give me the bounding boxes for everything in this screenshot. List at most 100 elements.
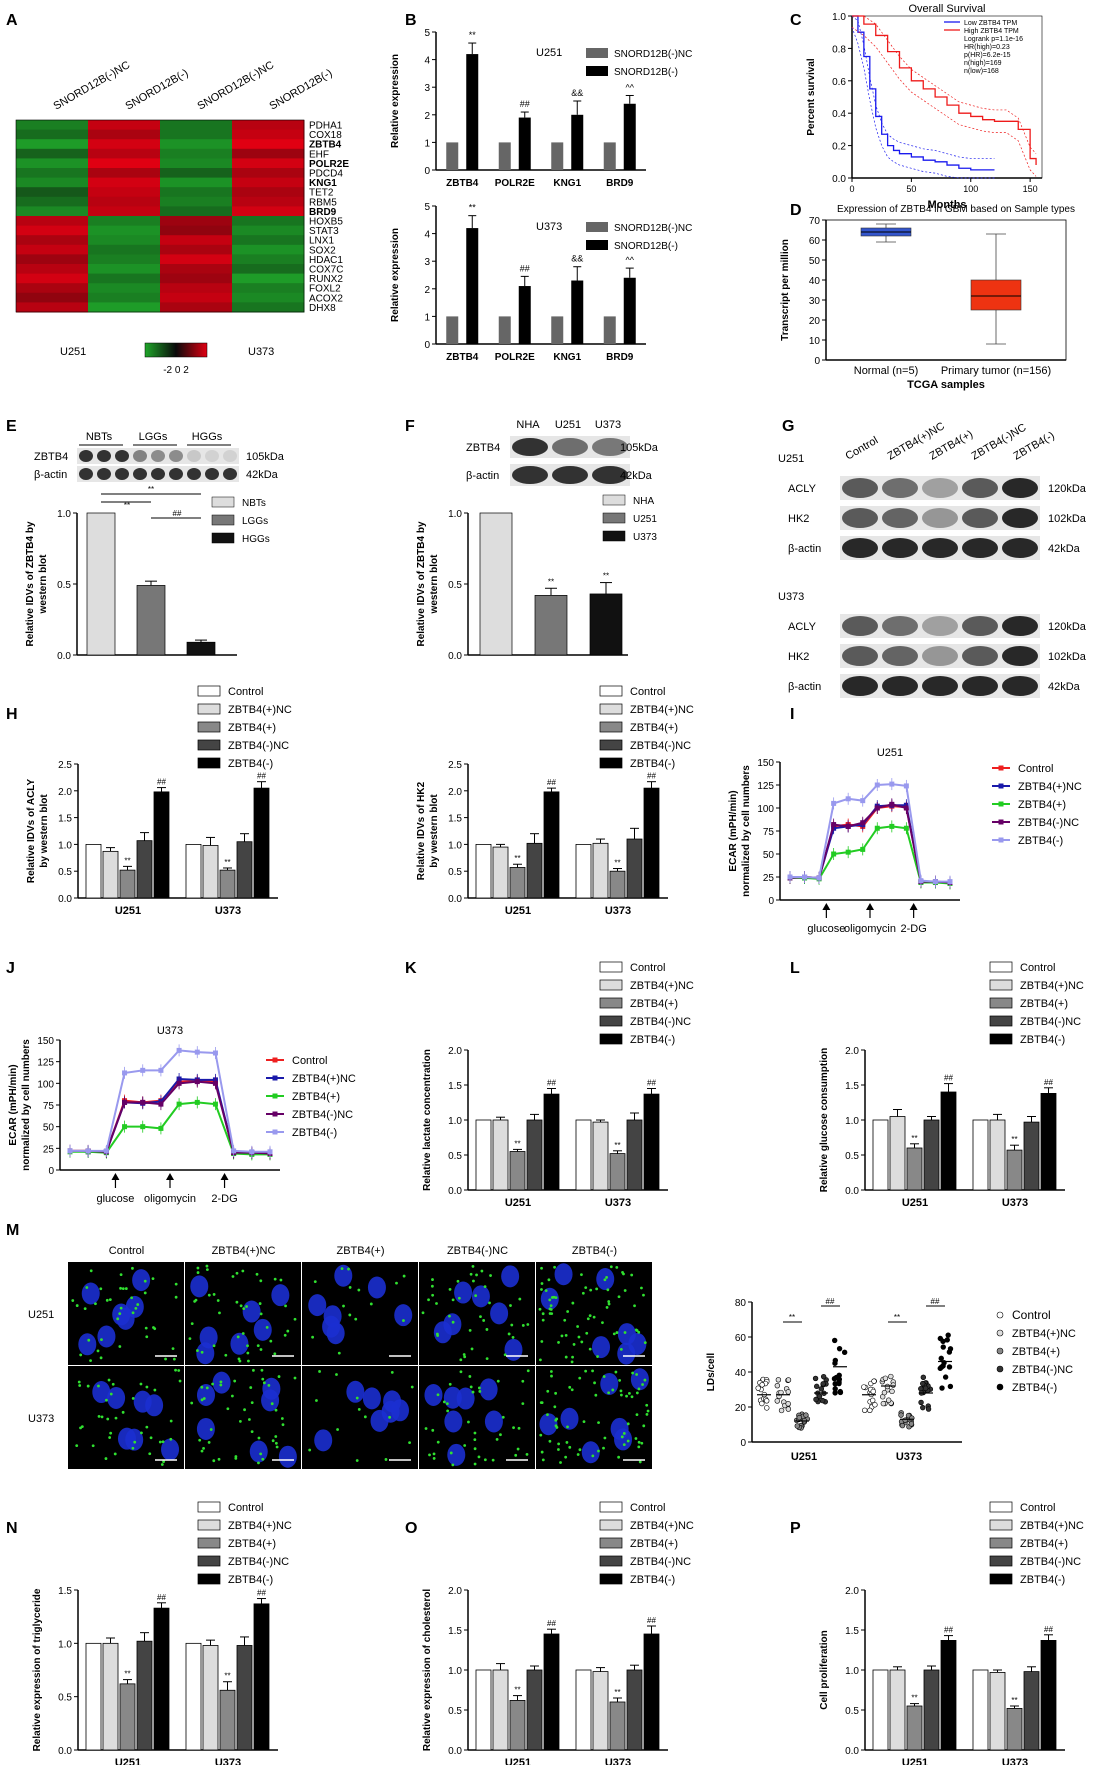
microscopy-lipid-droplet — [448, 1314, 451, 1318]
blot-F-size-label: 42kDa — [620, 470, 653, 482]
microscopy-lipid-droplet — [622, 1443, 626, 1447]
microscopy-lipid-droplet — [510, 1323, 514, 1327]
microscopy-lipid-droplet — [260, 1368, 264, 1372]
chart-P-y-tick-label: 0.0 — [845, 1746, 859, 1757]
microscopy-lipid-droplet — [603, 1436, 607, 1440]
chart-M-data-point — [937, 1335, 944, 1342]
chart-N-bar — [253, 1603, 270, 1751]
microscopy-lipid-droplet — [442, 1400, 446, 1404]
chart-J-legend-label: ZBTB4(+) — [292, 1091, 340, 1103]
chart-M-legend-marker — [996, 1383, 1004, 1391]
microscopy-lipid-droplet — [596, 1355, 599, 1358]
chart-F-y-axis-label: western blot — [429, 554, 440, 615]
chart-N-legend-label: ZBTB4(+)NC — [228, 1520, 292, 1532]
microscopy-lipid-droplet — [499, 1433, 502, 1437]
chart-B1-y-tick-label: 3 — [424, 83, 430, 94]
chart-H1-y-tick-label: 1.5 — [58, 814, 72, 825]
heatmap-cell — [88, 120, 161, 131]
heatmap-gene-label: HOXB5 — [309, 217, 343, 228]
microscopy-lipid-droplet — [427, 1298, 430, 1302]
microscopy-lipid-droplet — [78, 1384, 82, 1387]
chart-I-y-axis-label: normalized by cell numbers — [741, 765, 752, 897]
blot-E-size-label: 42kDa — [246, 469, 279, 481]
chart-P-bar — [989, 1672, 1006, 1751]
microscopy-lipid-droplet — [581, 1291, 585, 1295]
chart-N-y-tick-label: 0.0 — [58, 1746, 72, 1757]
microscopy-lipid-droplet — [435, 1302, 438, 1305]
chart-M-legend-label: ZBTB4(+) — [1012, 1346, 1060, 1358]
heatmap-cell — [88, 254, 161, 265]
microscopy-lipid-droplet — [207, 1441, 211, 1444]
chart-O-y-tick-label: 0.0 — [448, 1746, 462, 1757]
chart-F-legend-label: U373 — [633, 532, 657, 543]
chart-M-data-point — [764, 1405, 770, 1411]
microscopy-lipid-droplet — [355, 1396, 359, 1400]
microscopy-lipid-droplet — [588, 1347, 592, 1351]
chart-N-significance: ** — [224, 1672, 230, 1681]
heatmap-cell — [232, 177, 305, 188]
chart-J-title: U373 — [157, 1025, 183, 1037]
microscopy-lipid-droplet — [119, 1306, 123, 1310]
chart-M-significance: ## — [931, 1297, 940, 1306]
microscopy-lipid-droplet — [274, 1441, 278, 1445]
chart-H2-legend-swatch — [599, 757, 623, 769]
microscopy-lipid-droplet — [233, 1379, 237, 1383]
blot-G-band — [962, 478, 998, 498]
microscopy-lipid-droplet — [643, 1378, 647, 1382]
chart-L-y-tick-label: 1.5 — [845, 1081, 859, 1092]
heatmap-column-label: SNORD12B(-)NC — [196, 59, 277, 113]
chart-P-legend-swatch — [989, 1555, 1013, 1567]
microscopy-lipid-droplet — [99, 1356, 103, 1360]
chart-N-legend-swatch — [197, 1501, 221, 1513]
chart-M-data-point — [872, 1402, 878, 1408]
microscopy-nucleus — [199, 1326, 218, 1349]
chart-M-data-point — [778, 1407, 785, 1414]
microscopy-lipid-droplet — [473, 1462, 477, 1466]
microscopy-nucleus — [314, 1429, 333, 1452]
blot-F-lane-label: NHA — [516, 419, 540, 431]
heatmap-gene-label: RUNX2 — [309, 274, 343, 285]
chart-L-legend-label: Control — [1020, 962, 1055, 974]
microscopy-lipid-droplet — [355, 1459, 359, 1462]
chart-P-legend-swatch — [989, 1501, 1013, 1513]
heatmap-gene-label: TET2 — [309, 188, 334, 199]
chart-B2-bar — [518, 286, 531, 344]
chart-M-data-point — [889, 1388, 895, 1395]
microscopy-nucleus — [444, 1410, 463, 1433]
microscopy-lipid-droplet — [477, 1386, 481, 1390]
microscopy-lipid-droplet — [641, 1383, 644, 1386]
microscopy-lipid-droplet — [463, 1444, 467, 1447]
chart-H2-significance: ## — [547, 778, 556, 787]
chart-H2-bar — [626, 838, 643, 899]
microscopy-lipid-droplet — [470, 1347, 474, 1351]
microscopy-lipid-droplet — [200, 1385, 204, 1389]
heatmap-column-label: SNORD12B(-) — [268, 67, 335, 113]
microscopy-lipid-droplet — [162, 1460, 165, 1463]
heatmap-cell — [160, 302, 233, 313]
chart-M-x-tick-label: U373 — [896, 1451, 922, 1463]
blot-F-band — [512, 438, 548, 456]
chart-M-data-point — [831, 1375, 838, 1382]
microscopy-lipid-droplet — [638, 1460, 642, 1464]
microscopy-lipid-droplet — [635, 1373, 638, 1376]
chart-O-bar — [592, 1671, 609, 1751]
chart-M-data-point — [871, 1378, 877, 1384]
heatmap-cell — [16, 283, 89, 294]
chart-C-y-axis-label: Percent survival — [806, 58, 817, 135]
microscopy-lipid-droplet — [539, 1358, 542, 1362]
chart-B1-significance: ** — [469, 30, 477, 40]
microscopy-lipid-droplet — [603, 1278, 607, 1282]
chart-N-significance: ## — [157, 1593, 166, 1602]
chart-O-legend-swatch — [599, 1555, 623, 1567]
chart-L-legend-swatch — [989, 1033, 1013, 1045]
chart-M-data-point — [796, 1414, 802, 1421]
microscopy-lipid-droplet — [357, 1288, 361, 1292]
chart-O-legend-swatch — [599, 1537, 623, 1549]
chart-B1-bar — [466, 54, 479, 170]
microscopy-nucleus — [479, 1378, 498, 1401]
chart-P-y-axis-label: Cell proliferation — [819, 1630, 830, 1709]
microscopy-lipid-droplet — [148, 1452, 152, 1456]
chart-N-significance: ## — [257, 1589, 266, 1598]
microscopy-lipid-droplet — [274, 1435, 278, 1438]
chart-I-injection-arrowhead — [866, 903, 874, 910]
